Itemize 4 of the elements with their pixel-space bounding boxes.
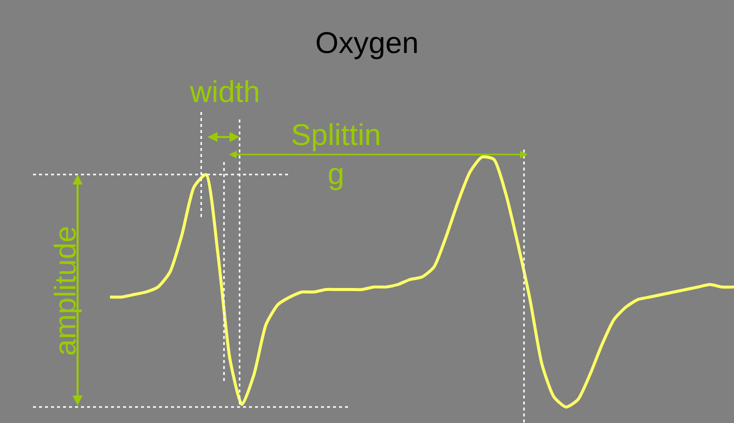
annotation: Splittin g [291,119,382,191]
text: amplitude [49,226,82,356]
text: width [189,76,260,109]
chart-title: Oxygen [315,26,419,60]
